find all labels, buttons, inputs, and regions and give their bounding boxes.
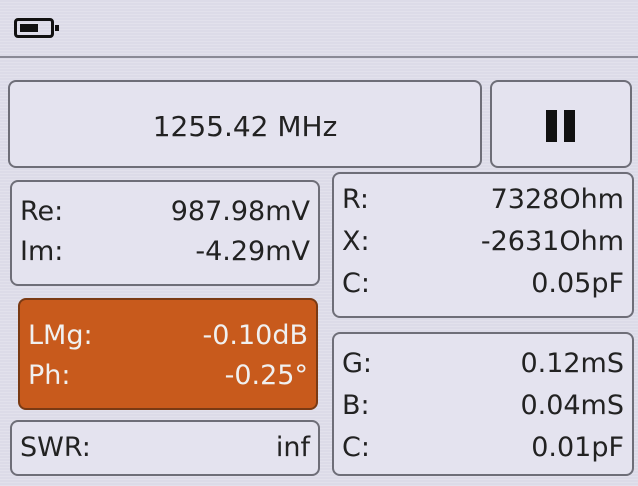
readout-label: X: bbox=[342, 226, 370, 257]
readout-label: R: bbox=[342, 184, 369, 215]
readout-value: 7328Ohm bbox=[491, 184, 624, 215]
readout-label: Re: bbox=[20, 196, 63, 227]
voltage-panel: Re: 987.98mV Im: -4.29mV bbox=[10, 180, 320, 286]
readout-label: Ph: bbox=[28, 360, 71, 391]
readout-label: C: bbox=[342, 432, 370, 463]
readout-value: 0.12mS bbox=[520, 348, 624, 379]
readout-row: G: 0.12mS bbox=[342, 348, 624, 382]
readout-row: C: 0.01pF bbox=[342, 432, 624, 466]
readout-value: -0.10dB bbox=[202, 320, 308, 351]
readout-label: B: bbox=[342, 390, 370, 421]
readout-row: B: 0.04mS bbox=[342, 390, 624, 424]
readout-value: -2631Ohm bbox=[481, 226, 624, 257]
gain-phase-panel: LMg: -0.10dB Ph: -0.25° bbox=[18, 298, 318, 410]
readout-row: Ph: -0.25° bbox=[28, 360, 308, 394]
swr-panel: SWR: inf bbox=[10, 420, 320, 476]
device-screen: 1255.42 MHz Re: 987.98mV Im: -4.29mV LMg: -0… bbox=[0, 0, 638, 486]
battery-icon bbox=[14, 18, 54, 38]
readout-label: SWR: bbox=[20, 432, 91, 463]
readout-row: LMg: -0.10dB bbox=[28, 320, 308, 354]
readout-row: SWR: inf bbox=[20, 432, 310, 466]
readout-value: -0.25° bbox=[225, 360, 308, 391]
impedance-panel: R: 7328Ohm X: -2631Ohm C: 0.05pF bbox=[332, 172, 634, 318]
readout-row: R: 7328Ohm bbox=[342, 184, 624, 218]
readout-row: Im: -4.29mV bbox=[20, 236, 310, 270]
readout-label: LMg: bbox=[28, 320, 93, 351]
readout-value: 987.98mV bbox=[171, 196, 310, 227]
readout-value: 0.05pF bbox=[531, 268, 624, 299]
readout-value: 0.01pF bbox=[531, 432, 624, 463]
pause-button[interactable] bbox=[490, 80, 632, 168]
admittance-panel: G: 0.12mS B: 0.04mS C: 0.01pF bbox=[332, 332, 634, 476]
readout-row: C: 0.05pF bbox=[342, 268, 624, 302]
status-bar bbox=[0, 0, 638, 58]
readout-row: X: -2631Ohm bbox=[342, 226, 624, 260]
readout-row: Re: 987.98mV bbox=[20, 196, 310, 230]
readout-label: C: bbox=[342, 268, 370, 299]
frequency: 1255.42 MHz bbox=[10, 110, 480, 143]
readout-value: -4.29mV bbox=[195, 236, 310, 267]
readout-value: 0.04mS bbox=[520, 390, 624, 421]
frequency-button[interactable]: 1255.42 MHz bbox=[8, 80, 482, 168]
readout-label: Im: bbox=[20, 236, 63, 267]
readout-value: inf bbox=[276, 432, 310, 463]
readout-label: G: bbox=[342, 348, 372, 379]
